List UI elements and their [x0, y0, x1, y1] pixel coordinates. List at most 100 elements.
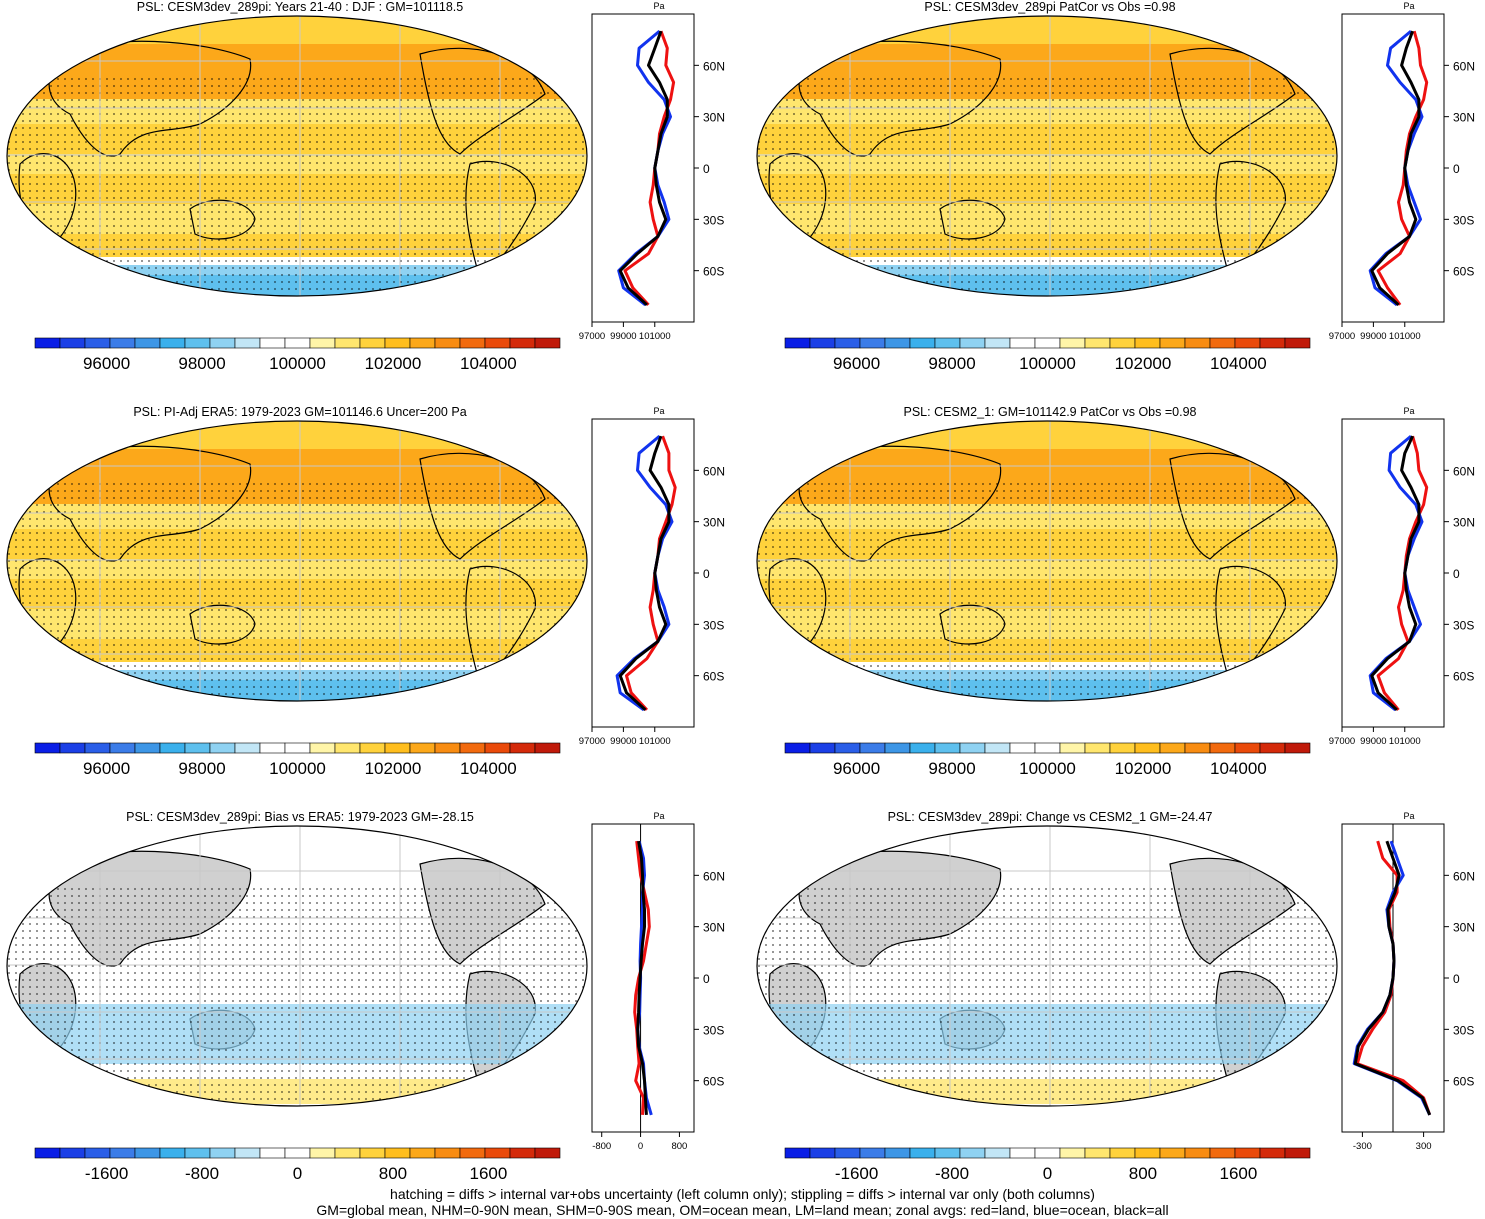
colorbar-swatch [834, 742, 861, 754]
colorbar-swatch [209, 1147, 236, 1159]
colorbar-swatch [409, 1147, 436, 1159]
colorbar-swatch [259, 337, 286, 349]
colorbar-swatch [84, 742, 111, 754]
colorbar-swatch [959, 1147, 986, 1159]
colorbar-swatch [84, 337, 111, 349]
colorbar: 96000 98000 100000 102000 104000 [784, 337, 1311, 373]
map-plot [756, 420, 1338, 702]
colorbar-tick-label: 104000 [1210, 759, 1267, 778]
colorbar-swatch [1284, 1147, 1311, 1159]
zonal-x-tick-label: 101000 [639, 736, 671, 747]
colorbar-swatch [309, 1147, 336, 1159]
colorbar-swatch [1259, 337, 1286, 349]
stippling [7, 74, 587, 294]
colorbar-swatch [359, 742, 386, 754]
zonal-x-tick-label: 99000 [1360, 736, 1386, 747]
colorbar-tick-label: 96000 [833, 354, 880, 373]
colorbar-swatch [334, 1147, 361, 1159]
colorbar-swatch [334, 742, 361, 754]
zonal-y-tick-label: 60N [703, 869, 725, 883]
zonal-average-plot: Pa 60N 30N 0 30S 60S -800 0 800 [591, 811, 725, 1152]
colorbar: 96000 98000 100000 102000 104000 [784, 742, 1311, 778]
zonal-y-tick-label: 0 [703, 972, 710, 986]
colorbar-tick-label: 0 [293, 1164, 302, 1183]
colorbar-swatch [34, 1147, 61, 1159]
zonal-x-tick-label: 101000 [1389, 331, 1421, 342]
colorbar-swatch [1059, 337, 1086, 349]
panel-title: PSL: CESM3dev_289pi: Change vs CESM2_1 G… [887, 810, 1213, 824]
colorbar-tick-label: 104000 [1210, 354, 1267, 373]
footer-note-2: GM=global mean, NHM=0-90N mean, SHM=0-90… [316, 1202, 1169, 1218]
panel-5: PSL: CESM3dev_289pi: Change vs CESM2_1 G… [750, 810, 1485, 1215]
colorbar-swatch [109, 742, 136, 754]
colorbar-tick-label: 100000 [1019, 759, 1076, 778]
colorbar-swatch [1034, 337, 1061, 349]
colorbar-swatch [34, 742, 61, 754]
colorbar-swatch [984, 337, 1011, 349]
colorbar-swatch [884, 337, 911, 349]
zonal-x-tick-label: 99000 [1360, 331, 1386, 342]
colorbar-swatch [884, 742, 911, 754]
colorbar-swatch [1134, 742, 1161, 754]
colorbar-tick-label: -1600 [835, 1164, 878, 1183]
stippling [7, 479, 587, 699]
colorbar-swatch [509, 1147, 536, 1159]
zonal-x-tick-label: 800 [671, 1141, 687, 1152]
colorbar-swatch [109, 337, 136, 349]
colorbar-swatch [809, 337, 836, 349]
map-band [750, 297, 1350, 314]
colorbar-tick-label: 96000 [83, 354, 130, 373]
colorbar-swatch [1159, 1147, 1186, 1159]
zonal-y-tick-label: 30S [703, 618, 724, 632]
colorbar-swatch [1184, 742, 1211, 754]
colorbar-swatch [234, 1147, 261, 1159]
zonal-line-all [618, 435, 671, 712]
footer-note-1: hatching = diffs > internal var+obs unce… [390, 1186, 1095, 1202]
colorbar-tick-label: 104000 [460, 759, 517, 778]
colorbar-swatch [1134, 1147, 1161, 1159]
panel-title: PSL: CESM3dev_289pi PatCor vs Obs =0.98 [924, 0, 1176, 14]
colorbar-swatch [359, 337, 386, 349]
colorbar-swatch [459, 1147, 486, 1159]
colorbar-swatch [159, 1147, 186, 1159]
colorbar-swatch [1209, 742, 1236, 754]
colorbar-tick-label: 102000 [365, 354, 422, 373]
panel-1: PSL: CESM3dev_289pi PatCor vs Obs =0.98 … [750, 0, 1485, 405]
colorbar-swatch [1034, 742, 1061, 754]
colorbar-swatch [509, 742, 536, 754]
zonal-average-plot: Pa 60N 30N 0 30S 60S -300 300 [1341, 811, 1475, 1152]
zonal-y-tick-label: 30S [703, 213, 724, 227]
colorbar-swatch [1109, 337, 1136, 349]
zonal-average-plot: Pa 60N 30N 0 30S 60S 97000 99000 101000 [579, 1, 725, 342]
colorbar-swatch [484, 742, 511, 754]
colorbar-tick-label: 102000 [365, 759, 422, 778]
zonal-axis-label: Pa [653, 1, 664, 11]
zonal-y-tick-label: 0 [1453, 567, 1460, 581]
zonal-average-plot: Pa 60N 30N 0 30S 60S 97000 99000 101000 [1329, 1, 1475, 342]
zonal-axis-label: Pa [1403, 1, 1414, 11]
zonal-y-tick-label: 60N [703, 464, 725, 478]
stippling [757, 479, 1337, 699]
zonal-y-tick-label: 30S [1453, 618, 1474, 632]
colorbar-swatch [809, 1147, 836, 1159]
colorbar-swatch [1109, 742, 1136, 754]
colorbar-tick-label: 104000 [460, 354, 517, 373]
colorbar-swatch [859, 1147, 886, 1159]
colorbar-swatch [309, 742, 336, 754]
zonal-y-tick-label: 0 [1453, 972, 1460, 986]
colorbar-swatch [134, 1147, 161, 1159]
colorbar-tick-label: 1600 [1219, 1164, 1257, 1183]
colorbar-swatch [359, 1147, 386, 1159]
colorbar-swatch [459, 337, 486, 349]
colorbar-swatch [434, 742, 461, 754]
colorbar-swatch [334, 337, 361, 349]
zonal-y-tick-label: 30S [1453, 1023, 1474, 1037]
colorbar-swatch [884, 1147, 911, 1159]
colorbar-swatch [534, 337, 561, 349]
colorbar-swatch [184, 1147, 211, 1159]
zonal-average-plot: Pa 60N 30N 0 30S 60S 97000 99000 101000 [1329, 406, 1475, 747]
colorbar-tick-label: 98000 [928, 354, 975, 373]
colorbar-tick-label: 96000 [833, 759, 880, 778]
zonal-axes-frame [1341, 418, 1445, 728]
colorbar-swatch [984, 1147, 1011, 1159]
